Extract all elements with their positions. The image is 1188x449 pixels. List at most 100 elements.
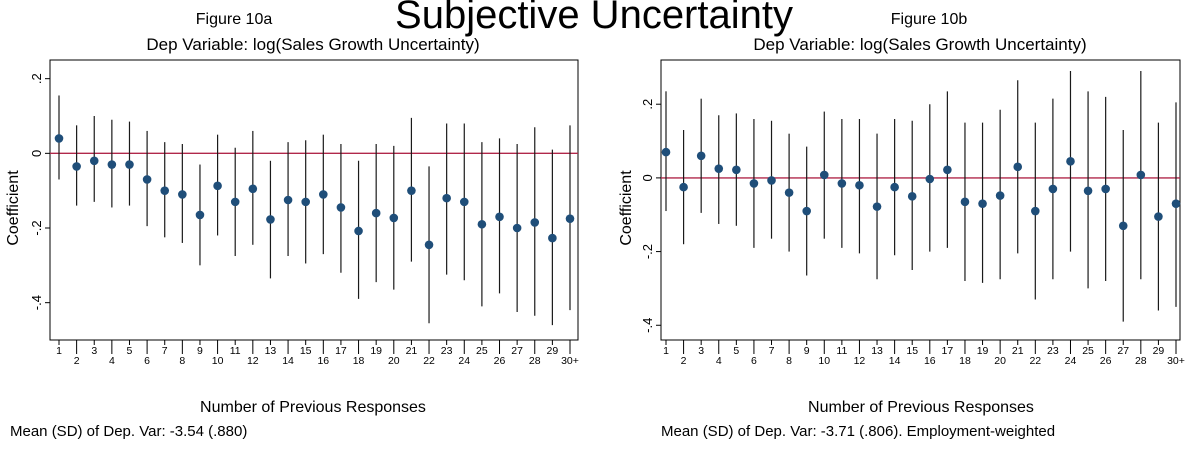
x-tick-label-b: 26 — [1100, 355, 1112, 367]
x-tick-label-b: 16 — [924, 355, 936, 367]
x-tick-label-b: 7 — [769, 345, 775, 357]
coefficient-point-a — [283, 195, 293, 205]
x-tick-label-b: 29 — [1153, 345, 1165, 357]
x-tick-label-b: 22 — [1029, 355, 1041, 367]
x-tick-label-b: 4 — [716, 355, 722, 367]
x-tick-label-a: 24 — [458, 355, 470, 367]
x-tick-label-b: 2 — [681, 355, 687, 367]
x-tick-label-a: 6 — [144, 355, 150, 367]
plot-frame-b — [660, 59, 1181, 341]
y-axis-label-b: Coefficient — [618, 170, 635, 246]
coefficient-point-b — [872, 202, 882, 211]
chart-title-b: Dep Variable: log(Sales Growth Uncertain… — [753, 35, 1086, 54]
y-tick-label-b: 0 — [640, 174, 655, 181]
x-tick-label-a: 7 — [162, 345, 168, 357]
coefficient-point-b — [1171, 199, 1181, 208]
x-tick-label-a: 28 — [529, 355, 541, 367]
x-tick-label-b: 8 — [786, 355, 792, 367]
coefficient-point-a — [266, 215, 275, 224]
x-tick-label-b: 5 — [733, 345, 739, 357]
x-axis-label-b: Number of Previous Responses — [808, 399, 1034, 416]
y-tick-label-a: -.2 — [29, 220, 44, 235]
coefficient-point-a — [213, 181, 222, 191]
x-tick-label-b: 24 — [1065, 355, 1077, 367]
x-tick-label-a: 20 — [388, 355, 400, 367]
note-a: Mean (SD) of Dep. Var: -3.54 (.880) — [10, 423, 247, 440]
x-tick-label-b: 17 — [942, 345, 954, 357]
coefficient-point-b — [679, 182, 688, 192]
coefficient-point-a — [72, 162, 81, 171]
coefficient-point-b — [1101, 184, 1110, 194]
coefficient-point-b — [995, 191, 1005, 200]
y-tick-label-a: -.4 — [29, 295, 44, 310]
coefficient-point-a — [442, 193, 451, 203]
x-tick-label-b: 15 — [906, 345, 918, 357]
x-tick-label-a: 11 — [230, 345, 241, 357]
x-tick-label-a: 5 — [127, 345, 133, 357]
coefficient-point-a — [142, 175, 152, 184]
x-tick-label-b: 14 — [889, 355, 901, 367]
coefficient-point-b — [749, 179, 759, 188]
x-tick-label-b: 12 — [854, 355, 866, 367]
x-tick-label-b: 27 — [1117, 345, 1129, 357]
coefficient-point-b — [1136, 170, 1146, 180]
x-tick-label-b: 6 — [751, 355, 757, 367]
x-tick-label-a: 26 — [494, 355, 506, 367]
coefficient-point-a — [230, 197, 240, 207]
x-tick-label-a: 21 — [406, 345, 418, 357]
coefficient-point-a — [301, 197, 310, 207]
x-tick-label-a: 9 — [197, 345, 203, 357]
y-tick-label-b: .2 — [640, 99, 655, 110]
chart-panel-b: -.4-.20.21234567891011121314151617181920… — [640, 59, 1185, 367]
coefficient-point-a — [424, 240, 434, 250]
coefficient-point-b — [1031, 206, 1040, 216]
x-tick-label-b: 13 — [871, 345, 883, 357]
x-tick-label-a: 17 — [335, 345, 347, 357]
coefficient-point-a — [477, 219, 487, 229]
coefficient-point-b — [1013, 162, 1023, 172]
x-tick-label-b: 23 — [1047, 345, 1059, 357]
x-tick-label-b: 9 — [804, 345, 810, 357]
x-tick-label-a: 23 — [441, 345, 453, 357]
x-axis-label-a: Number of Previous Responses — [200, 399, 426, 416]
coefficient-point-a — [548, 233, 557, 243]
chart-panel-a: -.4-.20.21234567891011121314151617181920… — [29, 59, 579, 367]
coefficient-point-b — [978, 199, 987, 208]
coefficient-point-a — [125, 160, 134, 169]
x-tick-label-a: 14 — [282, 355, 294, 367]
coefficient-point-a — [319, 190, 328, 199]
coefficient-point-b — [837, 179, 847, 188]
y-tick-label-b: -.4 — [640, 318, 655, 333]
note-b: Mean (SD) of Dep. Var: -3.71 (.806). Emp… — [661, 423, 1055, 440]
x-tick-label-b: 11 — [836, 345, 847, 357]
x-tick-label-b: 21 — [1012, 345, 1024, 357]
coefficient-point-a — [107, 160, 117, 169]
coefficient-point-b — [696, 151, 706, 161]
coefficient-point-b — [784, 188, 794, 197]
coefficient-point-b — [714, 164, 724, 173]
coefficient-point-a — [565, 214, 575, 223]
coefficient-point-a — [371, 208, 381, 218]
x-tick-label-a: 13 — [265, 345, 277, 357]
coefficient-point-a — [178, 190, 187, 199]
x-tick-label-b: 10 — [818, 355, 830, 367]
coefficient-point-b — [802, 206, 811, 216]
coefficient-point-b — [1154, 212, 1163, 221]
y-tick-label-b: -.2 — [640, 244, 655, 259]
coefficient-point-a — [530, 218, 540, 227]
figure-label-b: Figure 10b — [891, 11, 968, 28]
x-tick-label-a: 29 — [547, 345, 559, 357]
coefficient-point-b — [960, 197, 970, 207]
x-tick-label-a: 22 — [423, 355, 435, 367]
coefficient-point-b — [1066, 157, 1075, 166]
coefficient-point-b — [890, 182, 899, 192]
x-tick-label-b: 1 — [663, 345, 669, 357]
x-tick-label-a: 19 — [370, 345, 382, 357]
coefficient-point-a — [389, 213, 399, 223]
coefficient-point-a — [512, 223, 522, 233]
x-tick-label-a: 12 — [247, 355, 259, 367]
y-tick-label-a: .2 — [29, 73, 44, 84]
coefficient-point-a — [459, 197, 469, 207]
x-tick-label-a: 2 — [74, 355, 80, 367]
x-tick-label-a: 25 — [476, 345, 488, 357]
